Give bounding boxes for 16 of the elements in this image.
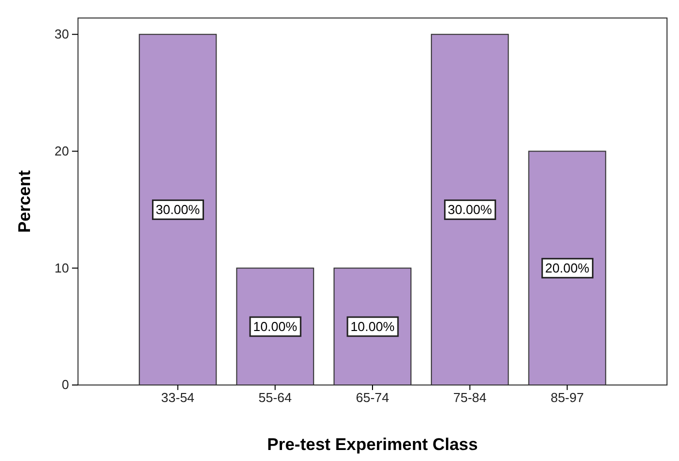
y-tick-label: 20 [54,143,69,158]
data-label: 10.00% [350,319,395,334]
data-label: 20.00% [545,260,590,276]
y-tick-label: 30 [54,26,69,42]
data-label: 10.00% [253,319,298,334]
x-tick-label: 85-97 [550,390,584,406]
x-tick-label: 65-74 [356,390,390,406]
x-axis-title: Pre-test Experiment Class [267,435,478,454]
y-tick-label: 10 [54,260,69,276]
y-axis-title: Percent [15,170,34,233]
x-tick-label: 33-54 [161,390,194,406]
data-label: 30.00% [448,202,492,218]
x-tick-label: 55-64 [258,390,292,406]
data-label: 30.00% [156,202,200,218]
y-tick-label: 0 [62,377,69,392]
x-tick-label: 75-84 [453,390,486,406]
